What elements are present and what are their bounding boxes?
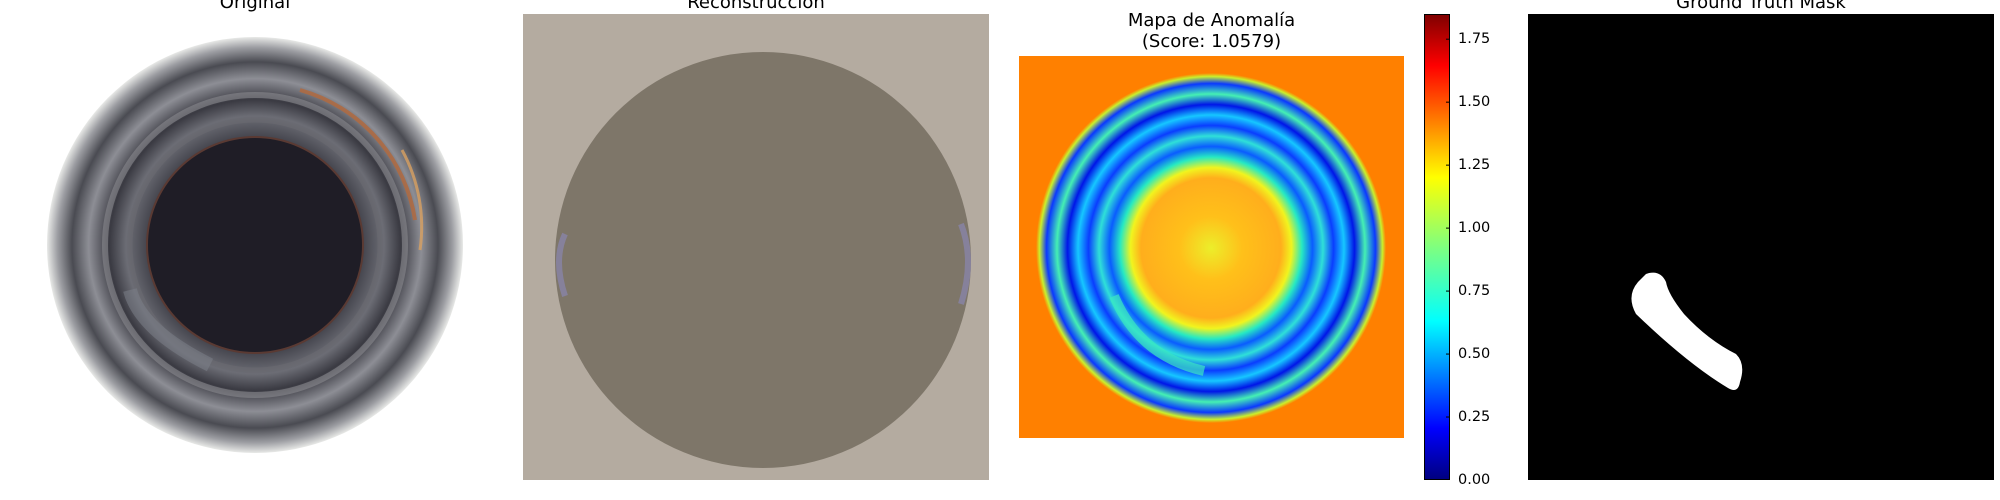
anomaly-mask-region <box>1631 272 1743 390</box>
colorbar-tick-label: 0.25 <box>1458 409 1491 426</box>
colorbar-tick-label: 0.00 <box>1458 472 1491 488</box>
panel-ground-truth-mask: Ground Truth Mask <box>1528 0 1994 480</box>
colorbar-tick-label: 1.00 <box>1458 220 1491 237</box>
panel-anomaly-map: Mapa de Anomalía (Score: 1.0579) <box>1019 0 1404 480</box>
panel-title-original: Original <box>219 0 291 13</box>
colorbar-gradient <box>1424 14 1450 480</box>
panel-reconstruction: Reconstrucción <box>523 0 989 480</box>
reconstruction-image <box>523 14 989 480</box>
colorbar: 0.00 0.25 0.50 0.75 1.00 1.25 1.50 1.75 <box>1424 14 1504 487</box>
panel-title-ground-truth-mask: Ground Truth Mask <box>1676 0 1846 13</box>
colorbar-tick-label: 1.50 <box>1458 94 1491 111</box>
colorbar-tick-label: 1.25 <box>1458 157 1491 174</box>
original-image <box>47 37 463 453</box>
colorbar-tick-label: 1.75 <box>1458 31 1491 48</box>
anomaly-map-image <box>1019 56 1404 438</box>
colorbar-tick-label: 0.75 <box>1458 283 1491 300</box>
panel-original: Original <box>40 0 470 480</box>
panel-title-reconstruction: Reconstrucción <box>687 0 825 13</box>
colorbar-tick-label: 0.50 <box>1458 346 1491 363</box>
panel-title-anomaly-map: Mapa de Anomalía (Score: 1.0579) <box>1127 10 1296 52</box>
ground-truth-mask-image <box>1528 14 1994 480</box>
